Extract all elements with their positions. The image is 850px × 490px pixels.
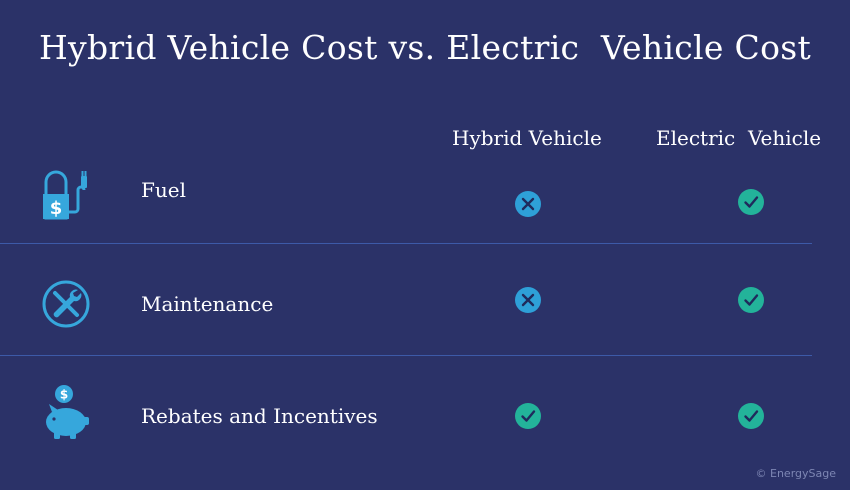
svg-text:$: $ xyxy=(60,388,68,402)
comparison-row-rebates: $ Rebates and Incentives xyxy=(0,372,850,484)
check-icon xyxy=(738,287,764,313)
row-label-rebates: Rebates and Incentives xyxy=(141,404,378,428)
svg-text:$: $ xyxy=(50,198,63,219)
row-divider xyxy=(0,243,812,244)
check-icon xyxy=(738,189,764,215)
x-icon xyxy=(515,191,541,217)
copyright-credit: © EnergySage xyxy=(755,467,836,480)
comparison-row-maintenance: Maintenance xyxy=(0,260,850,372)
row-label-maintenance: Maintenance xyxy=(141,292,274,316)
column-header-hybrid: Hybrid Vehicle xyxy=(452,126,602,150)
x-icon xyxy=(515,287,541,313)
page-title: Hybrid Vehicle Cost vs. Electric Vehicle… xyxy=(38,28,812,67)
piggy-bank-icon: $ xyxy=(46,385,89,439)
row-label-fuel: Fuel xyxy=(141,178,186,202)
row-divider xyxy=(0,355,812,356)
check-icon xyxy=(515,403,541,429)
maintenance-tools-icon xyxy=(42,280,90,328)
comparison-row-fuel: $ Fuel xyxy=(0,148,850,260)
check-icon xyxy=(738,403,764,429)
fuel-pump-icon: $ xyxy=(43,170,87,220)
column-header-electric: Electric Vehicle xyxy=(656,126,822,150)
